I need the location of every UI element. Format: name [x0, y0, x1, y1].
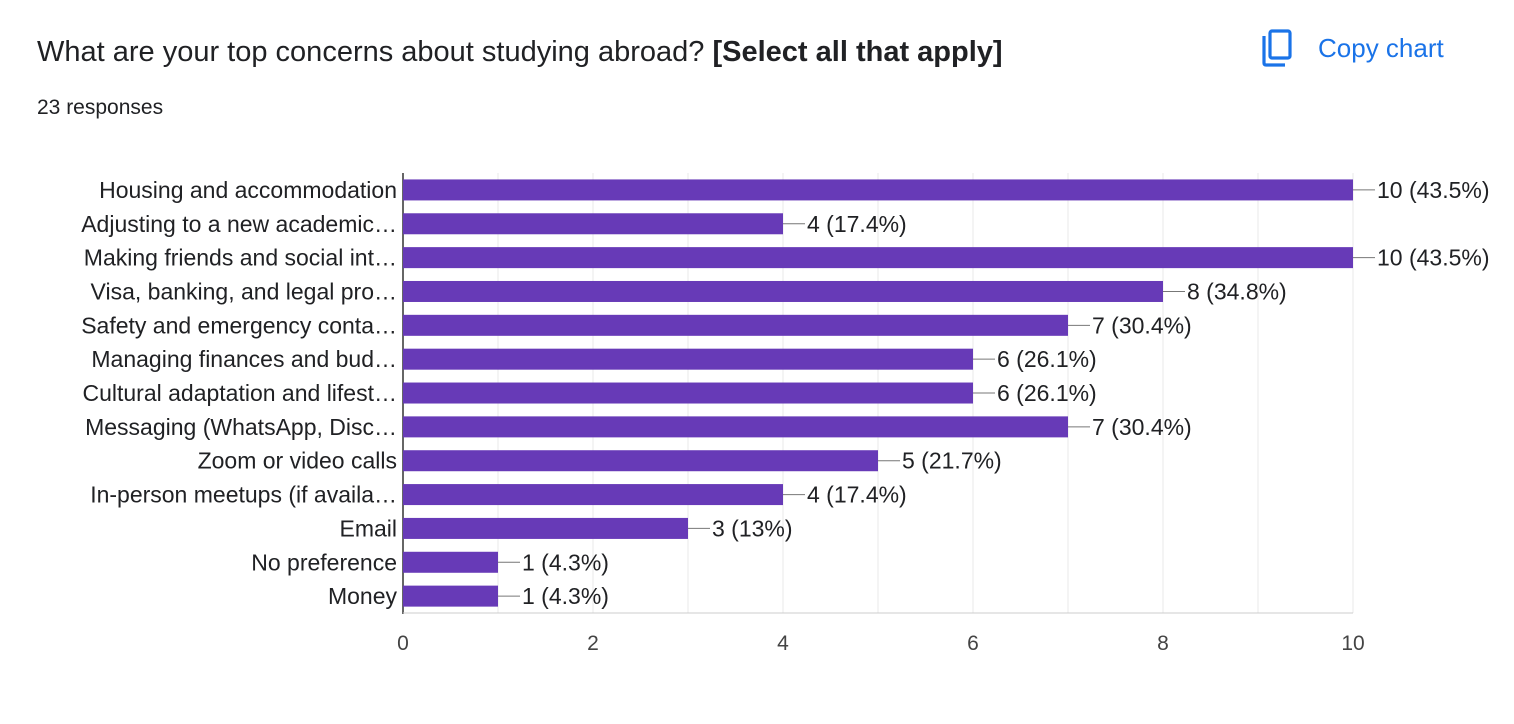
- data-label: 10 (43.5%): [1377, 177, 1490, 203]
- category-label: In-person meetups (if availa…: [90, 482, 397, 508]
- x-tick-label: 2: [587, 632, 599, 655]
- bar: [403, 179, 1353, 201]
- x-tick-label: 10: [1341, 632, 1364, 655]
- data-label: 4 (17.4%): [807, 211, 907, 237]
- response-count: 23 responses: [37, 96, 164, 119]
- copy-chart-label: Copy chart: [1318, 32, 1444, 63]
- data-label: 6 (26.1%): [997, 346, 1097, 372]
- bar: [403, 247, 1353, 269]
- bar: [403, 314, 1068, 336]
- category-label: Cultural adaptation and lifest…: [82, 380, 397, 406]
- x-tick-label: 8: [1157, 632, 1169, 655]
- data-label: 4 (17.4%): [807, 482, 907, 508]
- data-label: 10 (43.5%): [1377, 245, 1490, 271]
- bar: [403, 348, 973, 370]
- x-tick-label: 0: [397, 632, 409, 655]
- category-label: Adjusting to a new academic…: [81, 211, 397, 237]
- category-label: Making friends and social int…: [84, 245, 397, 271]
- bar: [403, 382, 973, 404]
- chart-title: What are your top concerns about studyin…: [37, 34, 1003, 70]
- data-label: 1 (4.3%): [522, 583, 609, 609]
- bar: [403, 551, 498, 573]
- data-label: 7 (30.4%): [1092, 312, 1192, 338]
- data-label: 3 (13%): [712, 515, 793, 541]
- category-label: Housing and accommodation: [99, 177, 397, 203]
- category-label: Email: [339, 515, 397, 541]
- bar: [403, 416, 1068, 438]
- copy-icon: [1262, 29, 1292, 67]
- x-tick-label: 4: [777, 632, 789, 655]
- category-label: Managing finances and bud…: [91, 346, 397, 372]
- data-label: 1 (4.3%): [522, 549, 609, 575]
- category-label: Visa, banking, and legal pro…: [91, 278, 397, 304]
- bar: [403, 517, 688, 539]
- data-label: 5 (21.7%): [902, 448, 1002, 474]
- category-label: Zoom or video calls: [198, 448, 397, 474]
- data-label: 8 (34.8%): [1187, 278, 1287, 304]
- bar: [403, 484, 783, 506]
- bar: [403, 450, 878, 472]
- data-label: 7 (30.4%): [1092, 414, 1192, 440]
- category-label: No preference: [251, 549, 397, 575]
- bar: [403, 213, 783, 235]
- category-label: Messaging (WhatsApp, Disc…: [85, 414, 397, 440]
- data-label: 6 (26.1%): [997, 380, 1097, 406]
- bar: [403, 280, 1163, 302]
- copy-chart-button[interactable]: Copy chart: [1252, 26, 1452, 70]
- question-text: What are your top concerns about studyin…: [37, 36, 705, 68]
- x-tick-label: 6: [967, 632, 979, 655]
- question-instruction: [Select all that apply]: [712, 36, 1003, 68]
- category-label: Safety and emergency conta…: [81, 312, 397, 338]
- category-label: Money: [328, 583, 398, 609]
- bar: [403, 585, 498, 607]
